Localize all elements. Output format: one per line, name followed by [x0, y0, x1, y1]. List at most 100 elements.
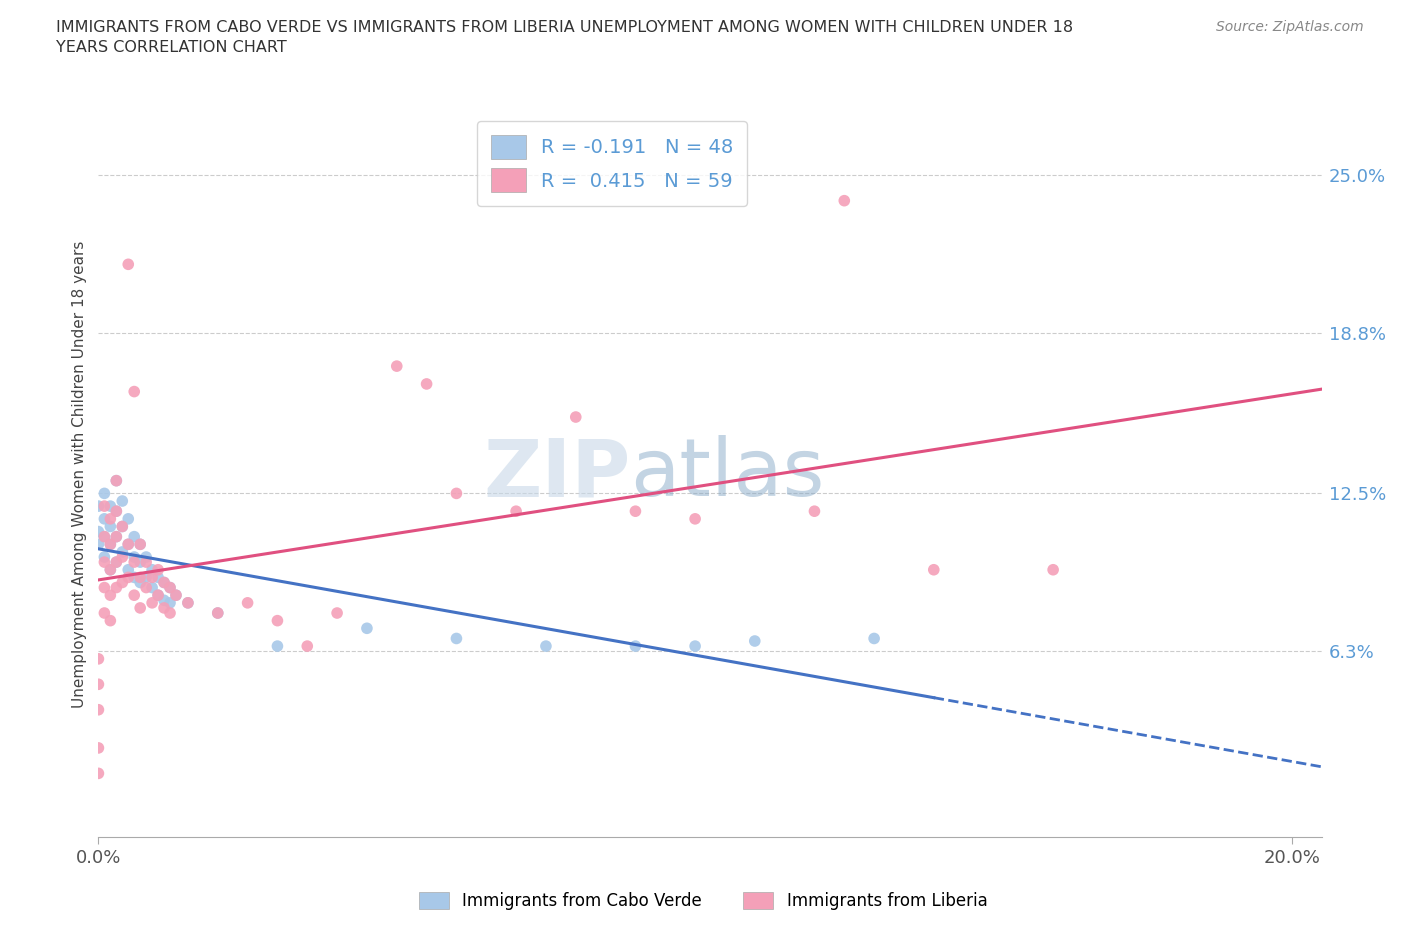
Point — [105, 473, 128, 488]
Point — [122, 529, 145, 544]
Point — [505, 504, 527, 519]
Point — [98, 519, 121, 534]
Point — [159, 580, 181, 595]
Point — [87, 702, 110, 717]
Point — [146, 588, 169, 603]
Point — [98, 563, 121, 578]
Point — [117, 257, 139, 272]
Point — [87, 525, 110, 539]
Text: YEARS CORRELATION CHART: YEARS CORRELATION CHART — [56, 40, 287, 55]
Point — [105, 529, 128, 544]
Point — [117, 563, 139, 578]
Point — [141, 595, 163, 610]
Point — [153, 592, 176, 607]
Point — [153, 575, 176, 590]
Point — [98, 563, 121, 578]
Point — [565, 409, 588, 424]
Point — [207, 605, 229, 620]
Point — [129, 601, 152, 616]
Point — [87, 677, 110, 692]
Point — [135, 580, 157, 595]
Point — [105, 554, 128, 569]
Point — [98, 613, 121, 628]
Point — [93, 498, 115, 513]
Point — [141, 580, 163, 595]
Point — [446, 486, 468, 501]
Point — [177, 595, 200, 610]
Point — [93, 605, 115, 620]
Point — [135, 570, 157, 585]
Point — [177, 595, 200, 610]
Point — [135, 550, 157, 565]
Point — [135, 554, 157, 569]
Point — [266, 613, 288, 628]
Point — [803, 504, 825, 519]
Point — [117, 537, 139, 551]
Point — [129, 537, 152, 551]
Point — [111, 550, 134, 565]
Text: atlas: atlas — [630, 435, 825, 513]
Point — [93, 486, 115, 501]
Point — [117, 537, 139, 551]
Point — [105, 504, 128, 519]
Point — [129, 537, 152, 551]
Point — [87, 651, 110, 666]
Point — [141, 563, 163, 578]
Point — [117, 512, 139, 526]
Point — [146, 588, 169, 603]
Point — [129, 554, 152, 569]
Point — [297, 639, 319, 654]
Point — [111, 544, 134, 559]
Point — [105, 504, 128, 519]
Point — [98, 588, 121, 603]
Text: Source: ZipAtlas.com: Source: ZipAtlas.com — [1216, 20, 1364, 34]
Text: IMMIGRANTS FROM CABO VERDE VS IMMIGRANTS FROM LIBERIA UNEMPLOYMENT AMONG WOMEN W: IMMIGRANTS FROM CABO VERDE VS IMMIGRANTS… — [56, 20, 1073, 35]
Point — [93, 529, 115, 544]
Point — [153, 575, 176, 590]
Point — [624, 639, 647, 654]
Point — [236, 595, 259, 610]
Point — [122, 554, 145, 569]
Point — [122, 570, 145, 585]
Point — [105, 473, 128, 488]
Point — [624, 504, 647, 519]
Point — [111, 519, 134, 534]
Point — [105, 554, 128, 569]
Point — [129, 575, 152, 590]
Point — [87, 740, 110, 755]
Point — [446, 631, 468, 646]
Point — [863, 631, 886, 646]
Point — [111, 494, 134, 509]
Point — [122, 384, 145, 399]
Point — [93, 580, 115, 595]
Point — [93, 529, 115, 544]
Point — [832, 193, 855, 208]
Point — [98, 537, 121, 551]
Point — [165, 588, 187, 603]
Legend: R = -0.191   N = 48, R =  0.415   N = 59: R = -0.191 N = 48, R = 0.415 N = 59 — [477, 121, 747, 206]
Point — [122, 588, 145, 603]
Point — [87, 766, 110, 781]
Point — [146, 563, 169, 578]
Point — [922, 563, 945, 578]
Point — [98, 537, 121, 551]
Point — [87, 498, 110, 513]
Point — [93, 550, 115, 565]
Point — [744, 633, 766, 648]
Point — [141, 570, 163, 585]
Point — [93, 554, 115, 569]
Y-axis label: Unemployment Among Women with Children Under 18 years: Unemployment Among Women with Children U… — [72, 241, 87, 708]
Point — [356, 621, 378, 636]
Point — [165, 588, 187, 603]
Point — [129, 570, 152, 585]
Text: ZIP: ZIP — [484, 435, 630, 513]
Point — [105, 529, 128, 544]
Point — [207, 605, 229, 620]
Point — [1042, 563, 1064, 578]
Point — [153, 601, 176, 616]
Point — [122, 550, 145, 565]
Point — [159, 605, 181, 620]
Point — [534, 639, 557, 654]
Point — [415, 377, 437, 392]
Point — [98, 512, 121, 526]
